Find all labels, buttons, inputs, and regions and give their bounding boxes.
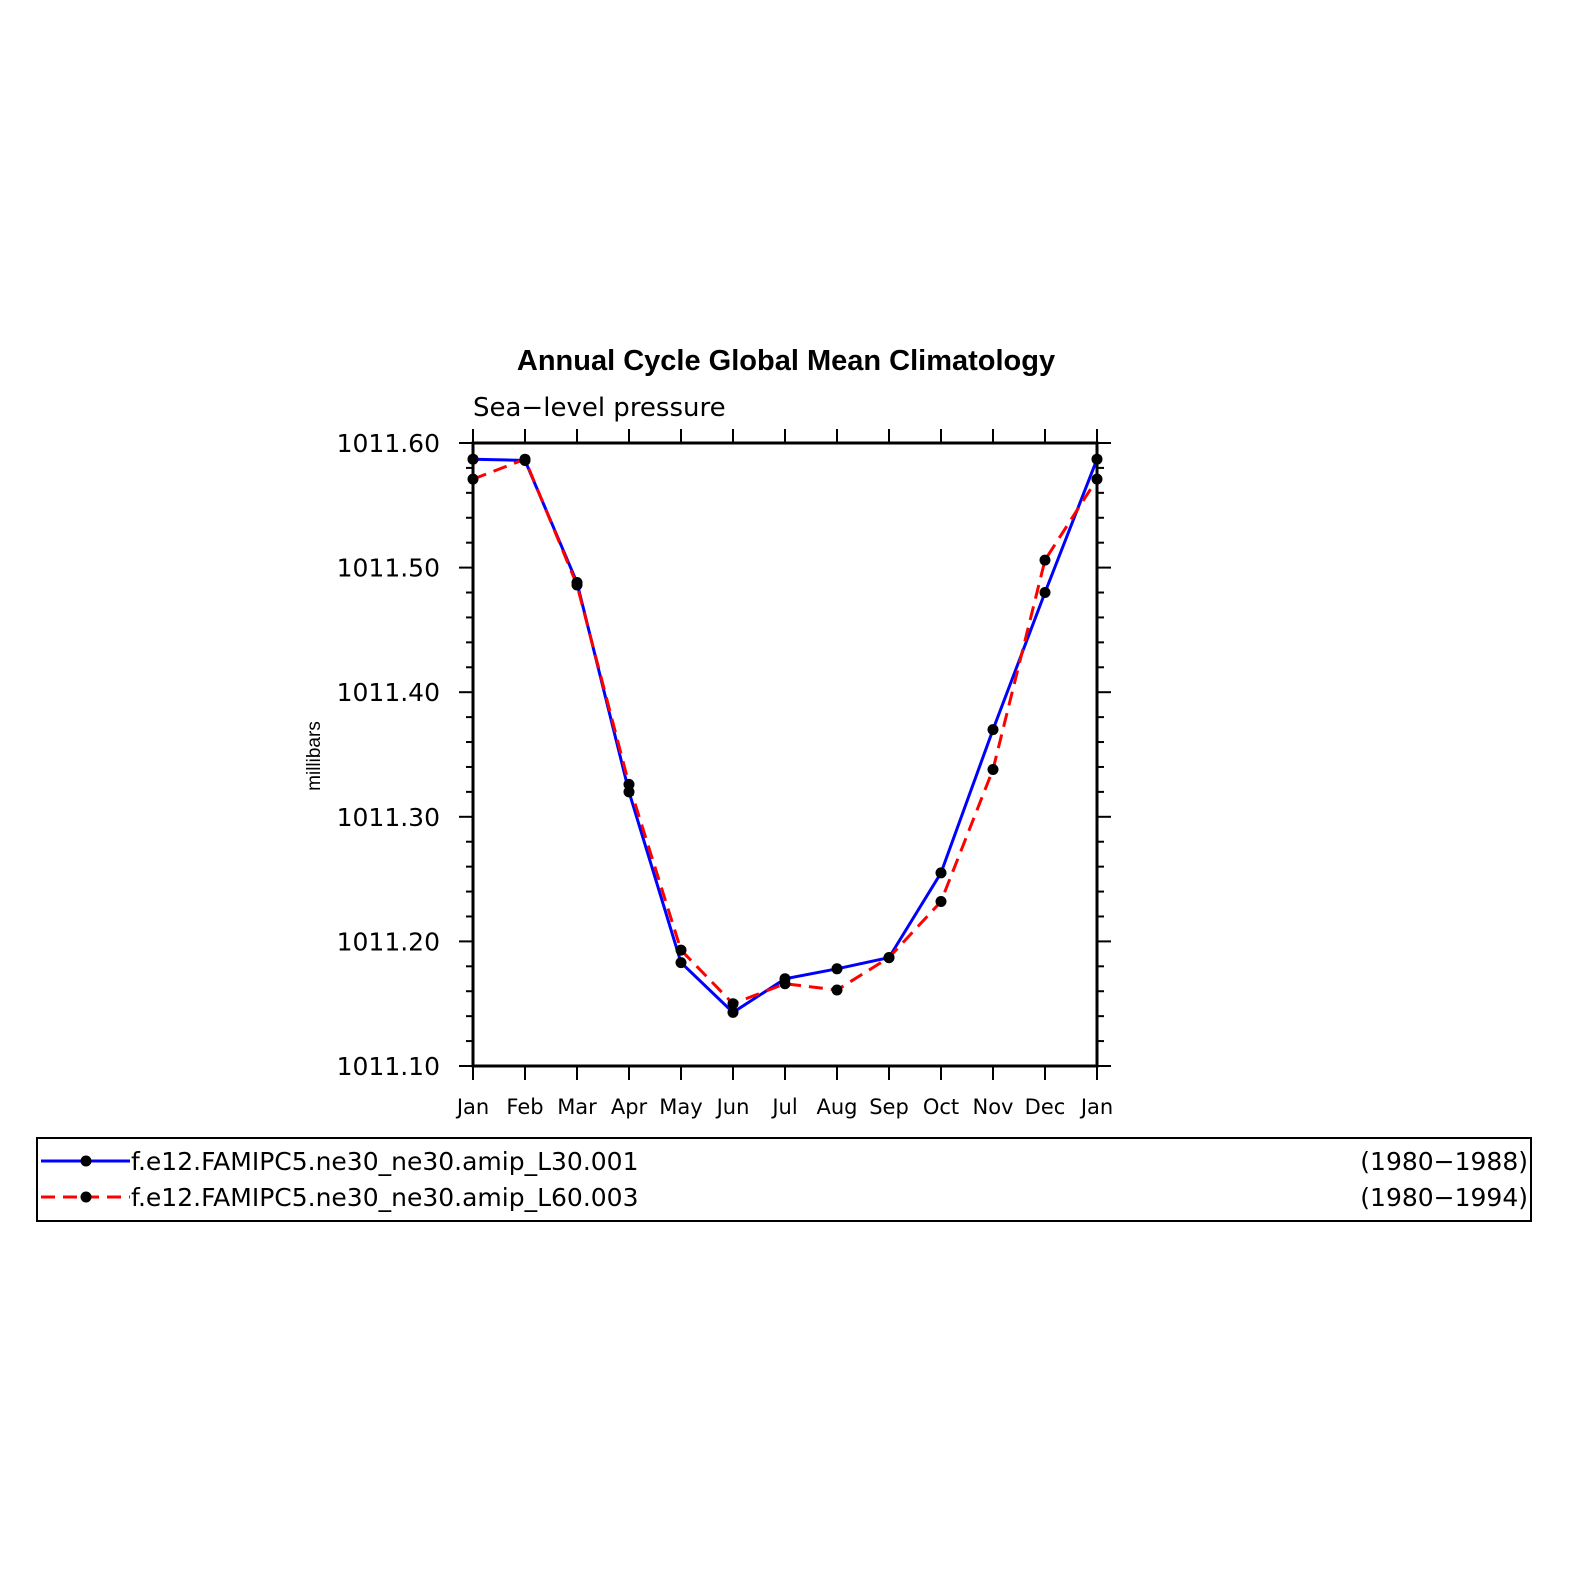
y-tick-label: 1011.50 — [337, 554, 440, 583]
series-line-2 — [472, 457, 1099, 1006]
plot-area: 1011.10 1011.20 1011.30 1011.40 1011.50 1011.… — [337, 429, 1113, 1119]
x-tick-label: Sep — [869, 1095, 909, 1119]
x-tick-label: Jul — [770, 1095, 797, 1119]
series-1-point — [1091, 453, 1103, 465]
series-2-point — [519, 453, 531, 465]
x-tick-label: Nov — [973, 1095, 1014, 1119]
series-1-point — [987, 724, 999, 736]
y-tick-label: 1011.10 — [337, 1052, 440, 1081]
x-tick-label: Jan — [455, 1095, 489, 1119]
series-1-point — [1039, 587, 1051, 599]
series-2-point — [727, 998, 739, 1010]
x-tick-label: Mar — [557, 1095, 597, 1119]
series-2-point — [987, 763, 999, 775]
x-tick-label: Apr — [611, 1095, 648, 1119]
y-axis-label: millibars — [304, 721, 325, 791]
x-tick-label: Jan — [1079, 1095, 1113, 1119]
chart-subtitle: Sea−level pressure — [473, 393, 726, 423]
y-tick-label: 1011.30 — [337, 803, 440, 832]
chart-title: Annual Cycle Global Mean Climatology — [517, 345, 1055, 377]
series-2-point — [571, 579, 583, 591]
x-tick-label: May — [659, 1095, 702, 1119]
legend-box — [36, 1137, 1532, 1222]
legend-series-name: f.e12.FAMIPC5.ne30_ne30.amip_L30.001 — [131, 1147, 639, 1176]
y-tick-label: 1011.20 — [337, 927, 440, 956]
series-line-1 — [472, 457, 1099, 1015]
series-2-point — [1039, 554, 1051, 566]
series-2-point — [675, 944, 687, 956]
x-tick-label: Dec — [1025, 1095, 1066, 1119]
series-2-point — [623, 778, 635, 790]
series-1-point — [675, 957, 687, 969]
x-tick-label: Oct — [923, 1095, 959, 1119]
series-1-point — [727, 1006, 739, 1018]
y-tick-label: 1011.40 — [337, 678, 440, 707]
x-tick-label: Aug — [816, 1095, 857, 1119]
series-1-point — [935, 867, 947, 879]
series-2-point — [467, 473, 479, 485]
y-tick-label: 1011.60 — [337, 429, 440, 458]
x-tick-label: Jun — [715, 1095, 750, 1119]
series-2-point — [1091, 473, 1103, 485]
series-2-point — [779, 978, 791, 990]
series-2-point — [935, 896, 947, 908]
legend-marker-1 — [80, 1155, 92, 1167]
legend-series-period: (1980−1988) — [1360, 1147, 1528, 1176]
legend-series-period: (1980−1994) — [1360, 1183, 1528, 1212]
legend-marker-2 — [80, 1191, 92, 1203]
series-1-point — [467, 453, 479, 465]
x-tick-label: Feb — [506, 1095, 543, 1119]
series-2-point — [831, 984, 843, 996]
legend: f.e12.FAMIPC5.ne30_ne30.amip_L30.001 (198… — [36, 1137, 1532, 1222]
series-1-point — [831, 963, 843, 975]
series-2-point — [883, 952, 895, 964]
legend-series-name: f.e12.FAMIPC5.ne30_ne30.amip_L60.003 — [131, 1183, 639, 1212]
plot-frame — [471, 441, 1099, 1068]
